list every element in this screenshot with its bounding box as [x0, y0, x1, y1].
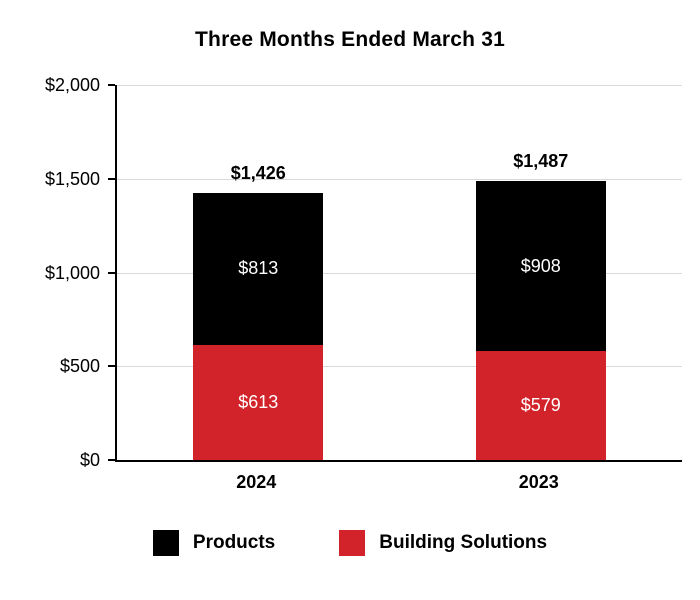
x-category-label-2023: 2023 — [518, 472, 559, 492]
y-tick-label: $0 — [79, 450, 100, 470]
legend-item-building-solutions: Building Solutions — [339, 530, 547, 556]
bar-2024: $613 $813 — [193, 192, 324, 460]
y-tick-label: $500 — [59, 356, 100, 377]
x-category-label-2024: 2024 — [236, 472, 277, 492]
chart-title: Three Months Ended March 31 — [195, 28, 505, 51]
y-tick-label: $2,000 — [44, 75, 100, 95]
y-tick-mark — [108, 459, 115, 461]
total-label-2024: $1,426 — [230, 162, 286, 183]
gridline — [117, 366, 682, 368]
segment-products-2023: $908 — [475, 181, 606, 352]
segment-value-label: $908 — [520, 255, 561, 276]
y-tick-mark — [108, 84, 115, 86]
gridline — [117, 178, 682, 180]
legend-swatch-building-solutions — [339, 530, 366, 556]
legend-item-products: Products — [152, 530, 276, 556]
y-tick-label: $1,500 — [44, 168, 100, 189]
gridline — [117, 272, 682, 274]
segment-value-label: $813 — [238, 258, 279, 279]
legend: Products Building Solutions — [0, 530, 700, 556]
y-tick-label: $1,000 — [44, 262, 100, 283]
y-tick-mark — [108, 365, 115, 368]
segment-products-2024: $813 — [193, 192, 324, 346]
legend-label: Products — [192, 532, 276, 553]
legend-swatch-products — [152, 530, 179, 556]
segment-value-label: $579 — [520, 395, 561, 416]
bar-2023: $579 $908 — [475, 181, 606, 460]
legend-label: Building Solutions — [379, 532, 548, 553]
plot-area: $613 $813 $1,426 $579 $908 $1,487 — [108, 84, 682, 462]
segment-value-label: $613 — [238, 392, 279, 413]
segment-building-solutions-2024: $613 — [193, 345, 324, 460]
y-tick-mark — [108, 271, 115, 274]
y-tick-mark — [108, 177, 115, 180]
total-label-2023: $1,487 — [513, 151, 569, 172]
gridline — [117, 85, 682, 86]
segment-building-solutions-2023: $579 — [475, 351, 606, 460]
